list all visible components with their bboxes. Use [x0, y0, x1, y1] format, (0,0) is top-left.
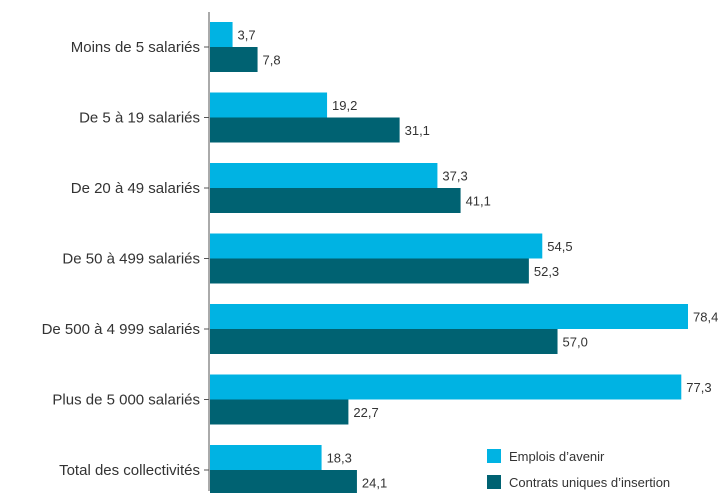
category-label-de-50-a-499-salaries: De 50 à 499 salariés [62, 251, 200, 268]
bar-de-50-a-499-salaries-contrats [210, 258, 529, 284]
legend: Emplois d’avenir Contrats uniques d’inse… [487, 449, 670, 490]
value-label-de-500-a-4-999-salaries-emplois: 78,4 [693, 310, 718, 325]
bar-total-des-collectivites-emplois [210, 445, 322, 470]
category-label-total-des-collectivites: Total des collectivités [59, 462, 200, 479]
labels-group: 3,7 7,8 Moins de 5 salariés 19,2 31,1 De 5 à … [42, 28, 719, 491]
bar-de-20-a-49-salaries-emplois [210, 163, 438, 188]
bar-de-20-a-49-salaries-contrats [210, 188, 461, 213]
category-label-moins-de-5-salaries: Moins de 5 salariés [71, 39, 200, 56]
category-label-plus-de-5-000-salaries: Plus de 5 000 salariés [52, 392, 200, 409]
bar-moins-de-5-salaries-emplois [210, 22, 233, 47]
bar-moins-de-5-salaries-contrats [210, 47, 258, 72]
bar-total-des-collectivites-contrats [210, 470, 357, 493]
value-label-de-5-a-19-salaries-emplois: 19,2 [332, 98, 357, 113]
value-label-de-20-a-49-salaries-contrats: 41,1 [466, 194, 491, 209]
bar-de-5-a-19-salaries-emplois [210, 92, 328, 118]
value-label-moins-de-5-salaries-contrats: 7,8 [263, 53, 281, 68]
value-label-plus-de-5-000-salaries-contrats: 22,7 [353, 405, 378, 420]
value-label-moins-de-5-salaries-emplois: 3,7 [238, 28, 256, 43]
bar-plus-de-5-000-salaries-contrats [210, 399, 349, 425]
bar-de-50-a-499-salaries-emplois [210, 233, 543, 259]
legend-swatch-emplois [487, 449, 501, 463]
value-label-de-50-a-499-salaries-contrats: 52,3 [534, 264, 559, 279]
value-label-plus-de-5-000-salaries-emplois: 77,3 [686, 380, 711, 395]
value-label-de-500-a-4-999-salaries-contrats: 57,0 [563, 335, 588, 350]
bars-group [210, 22, 688, 493]
bar-de-500-a-4-999-salaries-contrats [210, 329, 558, 354]
bar-de-500-a-4-999-salaries-emplois [210, 304, 688, 329]
value-label-total-des-collectivites-emplois: 18,3 [327, 451, 352, 466]
value-label-de-20-a-49-salaries-emplois: 37,3 [442, 169, 467, 184]
legend-swatch-contrats [487, 475, 501, 489]
category-label-de-20-a-49-salaries: De 20 à 49 salariés [71, 180, 200, 197]
value-label-total-des-collectivites-contrats: 24,1 [362, 476, 387, 491]
bar-plus-de-5-000-salaries-emplois [210, 374, 682, 400]
legend-label-emplois: Emplois d’avenir [509, 449, 605, 464]
y-axis-ticks [204, 46, 209, 471]
value-label-de-5-a-19-salaries-contrats: 31,1 [405, 123, 430, 138]
category-label-de-500-a-4-999-salaries: De 500 à 4 999 salariés [42, 321, 200, 338]
category-label-de-5-a-19-salaries: De 5 à 19 salariés [79, 110, 200, 127]
bar-de-5-a-19-salaries-contrats [210, 117, 400, 143]
value-label-de-50-a-499-salaries-emplois: 54,5 [547, 239, 572, 254]
legend-label-contrats: Contrats uniques d’insertion [509, 475, 670, 490]
